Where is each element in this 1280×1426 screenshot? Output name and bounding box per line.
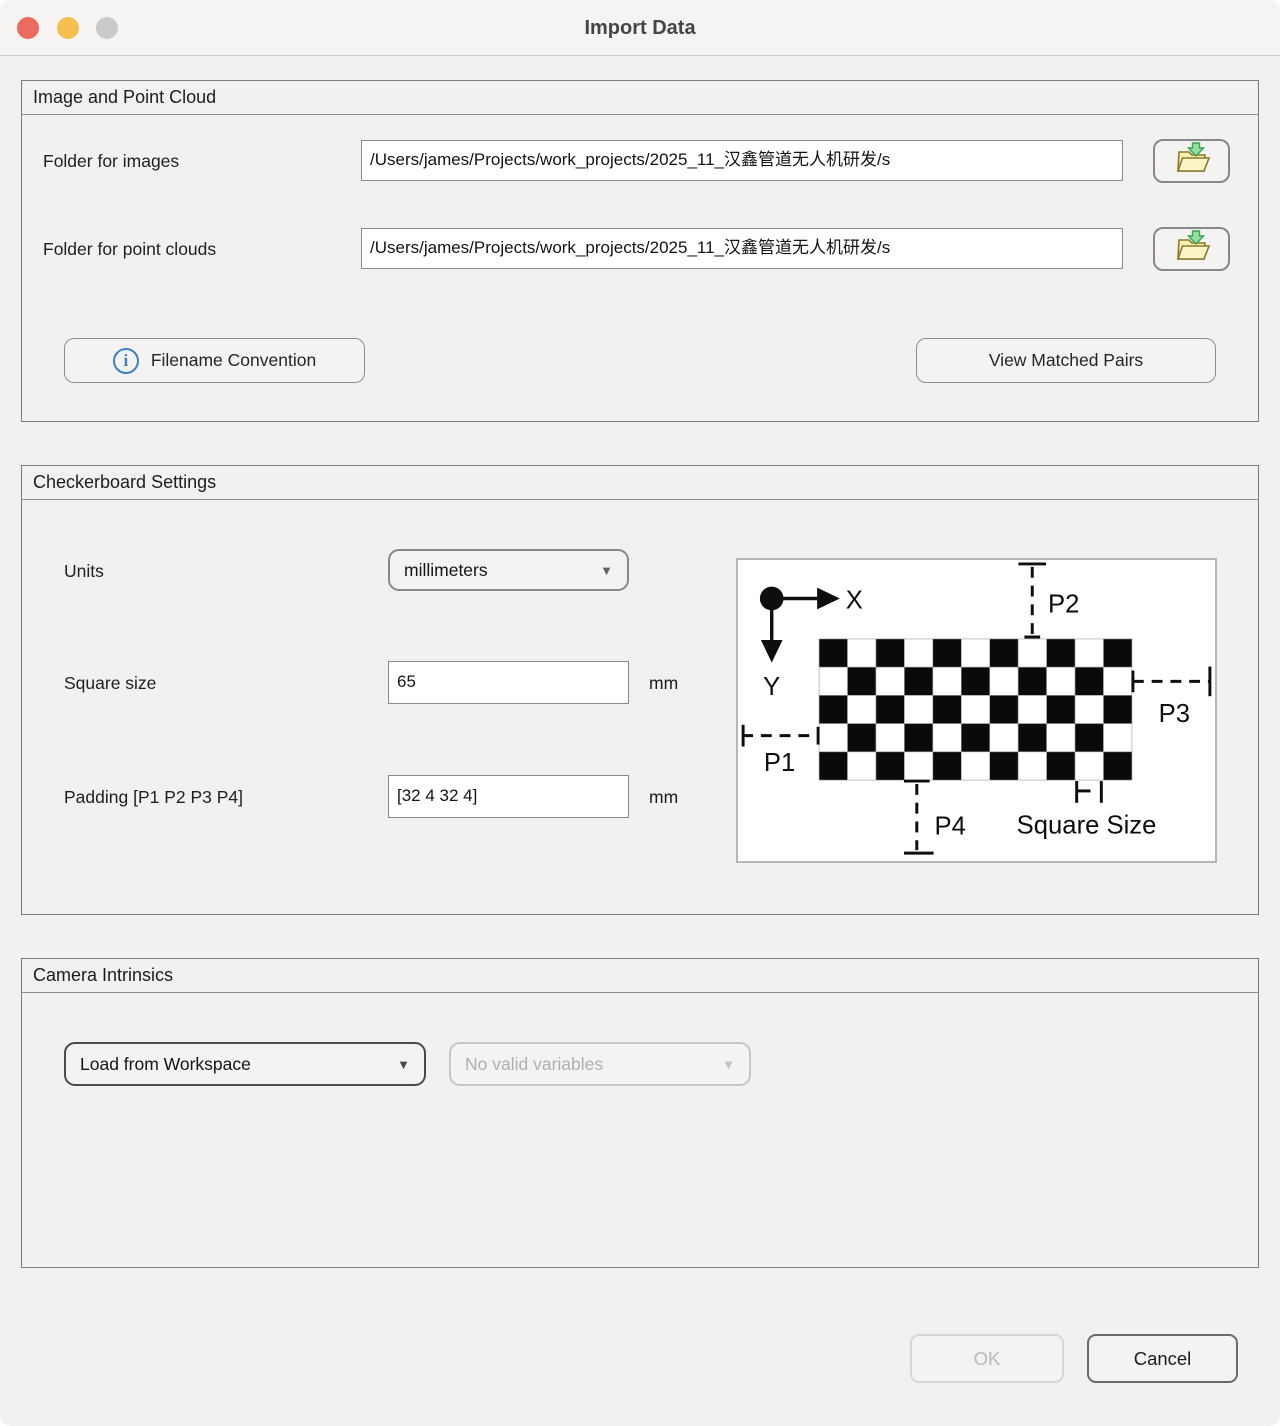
intrinsics-source-dropdown[interactable]: Load from Workspace ▼	[64, 1042, 426, 1086]
filename-convention-label: Filename Convention	[150, 350, 317, 370]
chevron-down-icon: ▼	[722, 1056, 735, 1072]
folder-images-label: Folder for images	[43, 151, 180, 171]
y-axis-arrowhead	[760, 639, 783, 663]
window-title: Import Data	[584, 16, 696, 39]
open-folder-icon	[1172, 141, 1212, 181]
chevron-down-icon: ▼	[600, 562, 613, 578]
intrinsics-variable-dropdown: No valid variables ▼	[449, 1042, 751, 1086]
intrinsics-variable-value: No valid variables	[465, 1053, 604, 1074]
image-point-cloud-group: Image and Point Cloud Folder for images …	[21, 80, 1259, 422]
minimize-button[interactable]	[57, 17, 79, 39]
chevron-down-icon: ▼	[397, 1056, 410, 1072]
group-title-camera-intrinsics: Camera Intrinsics	[22, 959, 1258, 993]
p1-label: P1	[764, 749, 795, 777]
p4-label: P4	[935, 812, 966, 840]
square-size-label: Square size	[64, 673, 157, 693]
camera-intrinsics-group: Camera Intrinsics Load from Workspace ▼ …	[21, 958, 1259, 1268]
browse-images-button[interactable]	[1153, 139, 1230, 183]
units-dropdown[interactable]: millimeters ▼	[388, 549, 629, 591]
cancel-button[interactable]: Cancel	[1087, 1334, 1238, 1383]
ok-button: OK	[910, 1334, 1064, 1383]
x-axis-arrowhead	[817, 587, 840, 610]
padding-unit: mm	[649, 787, 679, 807]
units-label: Units	[64, 561, 104, 581]
open-folder-icon	[1172, 229, 1212, 269]
cancel-label: Cancel	[1133, 1347, 1192, 1369]
group-title-image-point-cloud: Image and Point Cloud	[22, 81, 1258, 115]
padding-label: Padding [P1 P2 P3 P4]	[64, 787, 244, 807]
zoom-button[interactable]	[96, 17, 118, 39]
p3-label: P3	[1159, 700, 1190, 728]
close-button[interactable]	[17, 17, 39, 39]
intrinsics-source-value: Load from Workspace	[80, 1053, 251, 1074]
square-size-field[interactable]: 65	[388, 661, 629, 704]
group-title-checkerboard-settings: Checkerboard Settings	[22, 466, 1258, 500]
y-axis-label: Y	[763, 673, 780, 701]
checkerboard-settings-group: Checkerboard Settings Units millimeters …	[21, 465, 1259, 915]
units-value: millimeters	[404, 559, 488, 580]
view-matched-pairs-button[interactable]: View Matched Pairs	[916, 338, 1216, 383]
folder-point-clouds-field[interactable]: /Users/james/Projects/work_projects/2025…	[361, 228, 1123, 269]
p2-label: P2	[1048, 590, 1079, 618]
filename-convention-button[interactable]: i Filename Convention	[64, 338, 365, 383]
padding-field[interactable]: [32 4 32 4]	[388, 775, 629, 818]
square-size-diagram-label: Square Size	[1017, 811, 1157, 839]
info-icon: i	[112, 347, 139, 374]
ok-label: OK	[973, 1347, 1001, 1369]
checkerboard-pattern	[818, 638, 1133, 781]
folder-images-field[interactable]: /Users/james/Projects/work_projects/2025…	[361, 140, 1123, 181]
titlebar: Import Data	[0, 0, 1280, 56]
square-size-unit: mm	[649, 673, 679, 693]
browse-point-clouds-button[interactable]	[1153, 227, 1230, 271]
view-matched-pairs-label: View Matched Pairs	[988, 350, 1144, 370]
checkerboard-diagram: X Y P2 P3 P1	[736, 558, 1217, 863]
x-axis-label: X	[846, 586, 863, 614]
folder-point-clouds-label: Folder for point clouds	[43, 239, 217, 259]
